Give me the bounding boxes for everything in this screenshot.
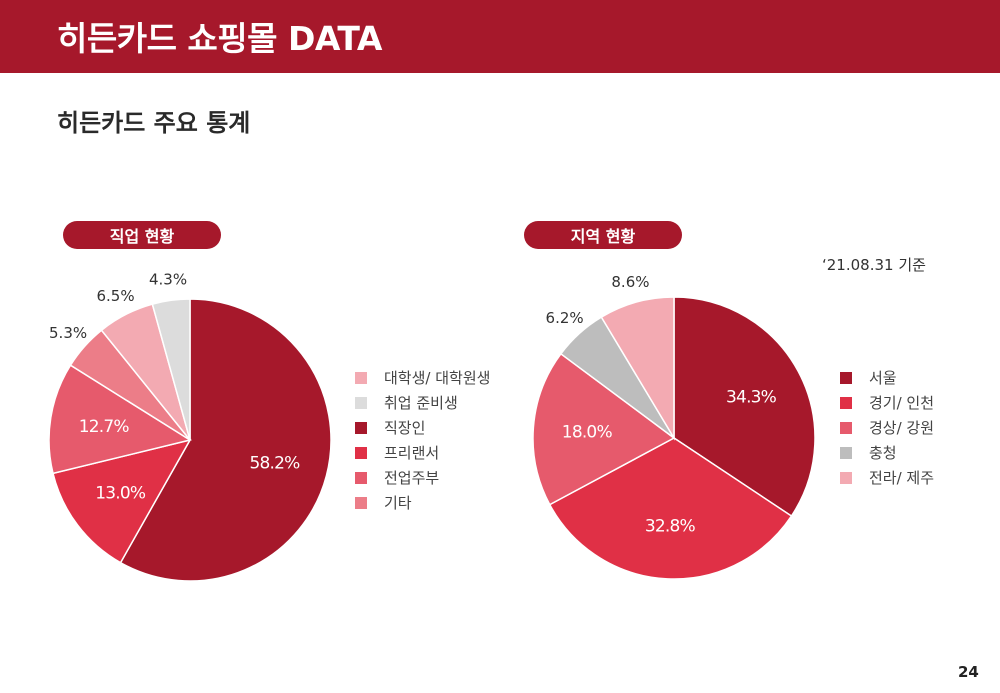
region-slice-경상-강원	[532, 352, 676, 506]
job-legend-item-전업주부: 전업주부	[355, 465, 490, 490]
job-slice-전업주부	[48, 364, 192, 475]
job-data-label-전업주부: 12.7%	[79, 417, 130, 437]
page-number: 24	[958, 663, 979, 681]
job-legend-item-취업-준비생: 취업 준비생	[355, 390, 490, 415]
job-legend-swatch	[355, 446, 367, 459]
region-data-label-경기-인천: 32.8%	[645, 516, 696, 536]
job-data-label-기타: 5.3%	[49, 324, 87, 342]
region-legend-label: 전라/ 제주	[869, 469, 935, 487]
job-slice-직장인	[119, 298, 332, 582]
region-slice-경기-인천	[548, 437, 793, 580]
job-legend-item-대학생-대학원생: 대학생/ 대학원생	[355, 365, 490, 390]
job-legend-label: 전업주부	[384, 469, 440, 487]
job-data-label-대학생-대학원생: 6.5%	[96, 287, 134, 305]
job-slice-프리랜서	[52, 438, 192, 564]
job-pie-chart: 58.2% 13.0% 12.7% 5.3% 6.5% 4.3%	[48, 270, 332, 582]
region-legend-swatch	[840, 471, 852, 484]
region-legend-label: 경상/ 강원	[869, 419, 935, 437]
region-data-label-서울: 34.3%	[726, 388, 777, 408]
region-legend-swatch	[840, 371, 852, 384]
region-legend-item-경기-인천: 경기/ 인천	[840, 390, 934, 415]
region-slice-전라-제주	[600, 296, 675, 441]
region-legend-swatch	[840, 396, 852, 409]
job-slice-취업-준비생	[151, 298, 191, 441]
job-legend-item-기타: 기타	[355, 490, 490, 515]
job-legend-swatch	[355, 371, 367, 384]
region-legend-label: 경기/ 인천	[869, 394, 935, 412]
region-pie-chart: 34.3% 32.8% 18.0% 6.2% 8.6%	[532, 273, 816, 580]
region-data-label-충청: 6.2%	[546, 309, 584, 327]
region-legend-item-서울: 서울	[840, 365, 934, 390]
region-data-label-경상-강원: 18.0%	[562, 423, 613, 443]
job-legend-swatch	[355, 471, 367, 484]
job-legend-item-프리랜서: 프리랜서	[355, 440, 490, 465]
region-legend-swatch	[840, 421, 852, 434]
region-legend-item-충청: 충청	[840, 440, 934, 465]
job-legend-label: 직장인	[384, 419, 426, 437]
region-legend-item-전라-제주: 전라/ 제주	[840, 465, 934, 490]
job-legend-swatch	[355, 396, 367, 409]
job-data-label-취업-준비생: 4.3%	[149, 270, 187, 288]
region-legend-label: 충청	[869, 444, 897, 462]
section-title: 히든카드 주요 통계	[57, 109, 251, 137]
region-legend-item-경상-강원: 경상/ 강원	[840, 415, 934, 440]
region-legend-swatch	[840, 446, 852, 459]
job-data-label-프리랜서: 13.0%	[95, 484, 146, 504]
region-chart-title: 지역 현황	[524, 221, 682, 249]
job-legend-item-직장인: 직장인	[355, 415, 490, 440]
job-legend-label: 대학생/ 대학원생	[384, 369, 491, 387]
job-chart-title: 직업 현황	[63, 221, 221, 249]
job-data-label-직장인: 58.2%	[250, 453, 301, 473]
region-data-label-전라-제주: 8.6%	[611, 273, 649, 291]
job-legend-swatch	[355, 421, 367, 434]
page-title: 히든카드 쇼핑몰 DATA	[57, 19, 382, 58]
job-legend-label: 취업 준비생	[384, 394, 458, 412]
header-bar: 히든카드 쇼핑몰 DATA	[0, 0, 1000, 73]
job-legend-label: 프리랜서	[384, 444, 440, 462]
job-legend-swatch	[355, 496, 367, 509]
job-legend-label: 기타	[384, 494, 412, 512]
date-basis-note: ‘21.08.31 기준	[822, 256, 926, 274]
region-legend-label: 서울	[869, 369, 897, 387]
